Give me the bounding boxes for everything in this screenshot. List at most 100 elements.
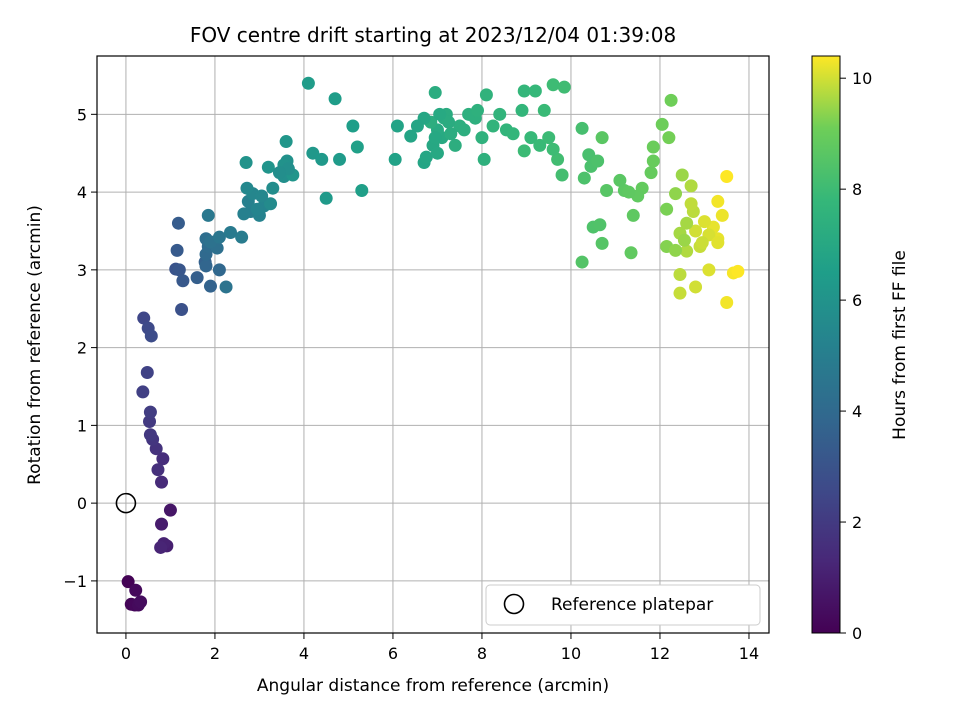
x-axis-label: Angular distance from reference (arcmin) — [257, 676, 609, 696]
data-point — [255, 189, 269, 203]
data-point — [154, 540, 168, 554]
data-point — [266, 181, 280, 195]
y-axis-ticks: −1 0 1 2 3 4 5 — [63, 105, 97, 591]
data-point — [528, 84, 542, 98]
y-tick-label: 4 — [77, 183, 87, 202]
data-point — [720, 170, 734, 184]
data-point — [390, 119, 404, 133]
data-point — [720, 296, 734, 310]
data-point — [669, 243, 683, 257]
data-point — [172, 263, 186, 277]
data-point — [319, 191, 333, 205]
data-point — [646, 140, 660, 154]
data-point — [517, 84, 531, 98]
data-point — [644, 166, 658, 180]
data-point — [711, 236, 725, 250]
data-point — [479, 88, 493, 102]
data-point — [212, 230, 226, 244]
data-point — [419, 150, 433, 164]
data-point — [315, 152, 329, 166]
data-point — [272, 166, 286, 180]
data-point — [129, 583, 143, 597]
data-point — [143, 414, 157, 428]
data-point — [595, 131, 609, 145]
data-point — [155, 475, 169, 489]
data-point — [388, 152, 402, 166]
data-point — [711, 194, 725, 208]
legend-box — [485, 584, 761, 626]
legend: Reference platepar — [485, 584, 761, 626]
x-tick-label: 14 — [739, 644, 759, 663]
data-point — [430, 146, 444, 160]
colorbar-tick-label: 8 — [852, 180, 862, 199]
data-point — [486, 119, 500, 133]
data-point — [199, 259, 213, 273]
data-point — [695, 236, 709, 250]
x-tick-label: 12 — [650, 644, 670, 663]
legend-label-reference: Reference platepar — [551, 595, 713, 615]
x-tick-label: 10 — [561, 644, 581, 663]
data-point — [715, 208, 729, 222]
colorbar-ticks: 0 2 4 6 8 10 — [840, 69, 872, 643]
data-point — [203, 279, 217, 293]
data-point — [595, 236, 609, 250]
data-point — [626, 208, 640, 222]
data-point — [404, 129, 418, 143]
data-point — [136, 385, 150, 399]
colorbar-label: Hours from first FF file — [890, 250, 910, 440]
data-point — [144, 329, 158, 343]
y-axis-label: Rotation from reference (arcmin) — [25, 205, 45, 485]
chart-title: FOV centre drift starting at 2023/12/04 … — [190, 23, 676, 47]
data-point — [155, 517, 169, 531]
data-point — [680, 244, 694, 258]
data-point — [219, 280, 233, 294]
colorbar: 0 2 4 6 8 10 Hours from first FF file — [811, 55, 910, 643]
data-point — [448, 138, 462, 152]
data-point — [555, 168, 569, 182]
colorbar-tick-label: 10 — [852, 69, 872, 88]
y-tick-label: 0 — [77, 494, 87, 513]
data-point — [557, 80, 571, 94]
grid-lines — [97, 56, 769, 633]
data-point — [433, 107, 447, 121]
data-point — [542, 131, 556, 145]
data-points — [115, 76, 745, 612]
data-point — [170, 243, 184, 257]
legend-marker-reference — [503, 593, 525, 615]
data-point — [151, 463, 165, 477]
data-point — [655, 117, 669, 131]
data-point — [613, 173, 627, 187]
data-point — [163, 503, 177, 517]
data-point — [264, 197, 278, 211]
colorbar-gradient — [811, 55, 841, 634]
colorbar-tick-label: 6 — [852, 291, 862, 310]
x-tick-label: 6 — [388, 644, 398, 663]
data-point — [533, 138, 547, 152]
data-point — [546, 142, 560, 156]
data-point — [673, 286, 687, 300]
data-point — [600, 184, 614, 198]
x-axis-ticks: 0 2 4 6 8 10 12 14 — [121, 633, 759, 663]
data-point — [662, 131, 676, 145]
data-point — [143, 405, 157, 419]
data-point — [697, 215, 711, 229]
data-point — [156, 452, 170, 466]
data-point — [428, 86, 442, 100]
data-point — [660, 202, 674, 216]
data-point — [261, 160, 275, 174]
data-point — [593, 218, 607, 232]
data-point — [442, 115, 456, 129]
data-point — [250, 202, 264, 216]
data-point — [675, 168, 689, 182]
data-point — [524, 131, 538, 145]
data-point — [176, 274, 190, 288]
data-point — [143, 428, 157, 442]
data-point — [517, 144, 531, 158]
data-point — [190, 271, 204, 285]
data-point — [677, 233, 691, 247]
data-point — [673, 268, 687, 282]
colorbar-tick-label: 2 — [852, 513, 862, 532]
y-tick-label: 5 — [77, 105, 87, 124]
data-point — [680, 216, 694, 230]
data-point — [546, 78, 560, 92]
